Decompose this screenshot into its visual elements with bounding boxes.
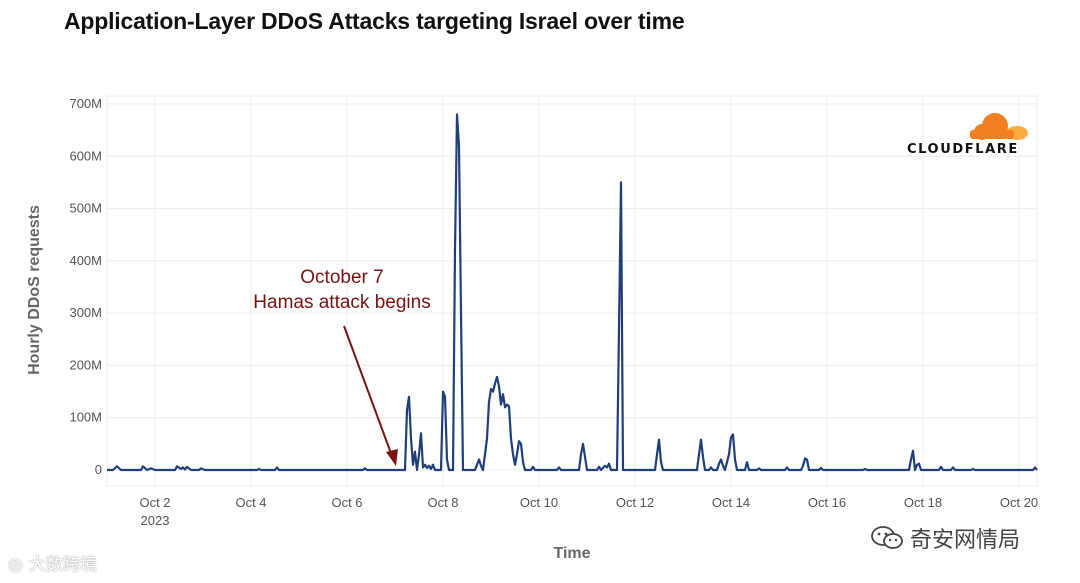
x-tick-label: Oct 2 <box>139 495 170 510</box>
cloudflare-logo: CLOUDFLARE <box>907 113 1028 157</box>
y-tick-label: 700M <box>69 96 102 111</box>
grid-lines <box>107 96 1037 486</box>
y-tick-label: 500M <box>69 201 102 216</box>
watermark-right: 奇安网情局 <box>870 522 1020 557</box>
x-axis-title: Time <box>553 545 590 562</box>
watermark-left: ◎ 大数跨境 <box>8 550 97 575</box>
y-tick-label: 0 <box>95 462 102 477</box>
chart-title: Application-Layer DDoS Attacks targeting… <box>64 8 685 34</box>
y-axis-title: Hourly DDoS requests <box>26 205 43 375</box>
x-tick-label: Oct 14 <box>712 495 750 510</box>
x-tick-label: Oct 10 <box>520 495 558 510</box>
annotation-line-1: October 7 <box>300 267 383 288</box>
x-tick-label: Oct 20 <box>1000 495 1038 510</box>
watermark-logo-icon: ◎ <box>8 555 23 575</box>
series-line <box>107 113 1038 472</box>
y-tick-label: 600M <box>69 148 102 163</box>
x-tick-label: Oct 8 <box>427 495 458 510</box>
watermark-left-text: 大数跨境 <box>28 555 97 575</box>
x-tick-sublabel: 2023 <box>141 513 170 528</box>
cloud-icon <box>970 113 1028 140</box>
y-tick-label: 100M <box>69 410 102 425</box>
x-axis: Oct 2 2023 Oct 4 Oct 6 Oct 8 Oct 10 Oct 12 Oct … <box>139 495 1038 528</box>
plot-area <box>106 95 1038 487</box>
watermark-right-text: 奇安网情局 <box>910 528 1021 553</box>
y-axis: 0 100M 200M 300M 400M 500M 600M 700M <box>69 96 102 477</box>
y-tick-label: 200M <box>69 357 102 372</box>
y-tick-label: 400M <box>69 253 102 268</box>
x-tick-label: Oct 18 <box>904 495 942 510</box>
y-tick-label: 300M <box>69 305 102 320</box>
x-tick-label: Oct 6 <box>331 495 362 510</box>
annotation: October 7 Hamas attack begins <box>253 267 431 466</box>
wechat-icon <box>870 525 904 557</box>
logo-wordmark: CLOUDFLARE <box>907 142 1019 157</box>
annotation-line-2: Hamas attack begins <box>253 292 430 313</box>
annotation-arrowhead <box>386 449 398 466</box>
x-tick-label: Oct 16 <box>808 495 846 510</box>
x-tick-label: Oct 12 <box>616 495 654 510</box>
annotation-arrow <box>343 325 393 457</box>
x-tick-label: Oct 4 <box>235 495 266 510</box>
